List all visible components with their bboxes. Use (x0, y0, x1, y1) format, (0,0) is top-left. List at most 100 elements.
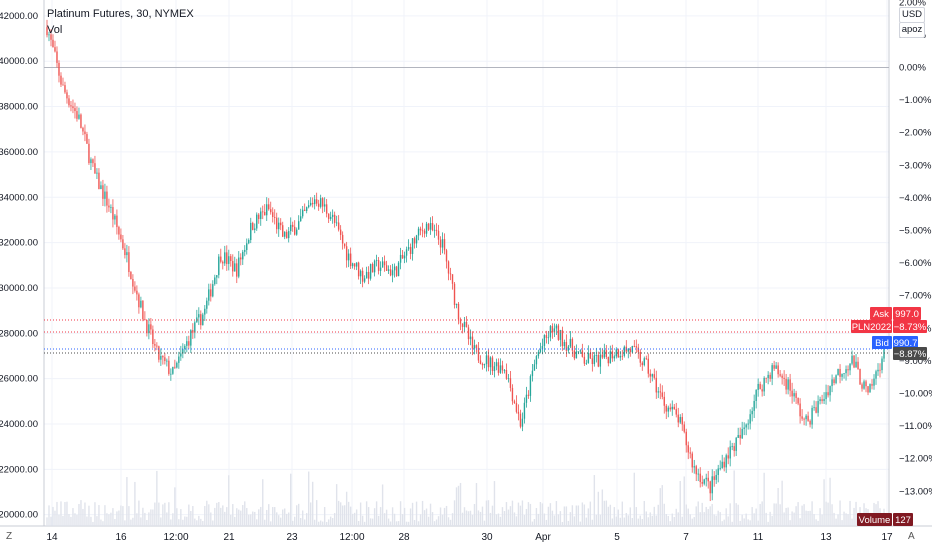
volume-bar (789, 520, 791, 526)
volume-bar (613, 507, 616, 526)
candle-body (254, 228, 256, 230)
candle-body (130, 272, 132, 280)
candle-body (118, 227, 120, 235)
volume-legend-label[interactable]: Vol (47, 24, 63, 36)
volume-bar (653, 506, 655, 526)
candle-body (60, 75, 62, 85)
volume-bar (188, 504, 190, 526)
candle-body (319, 198, 322, 207)
candle-body (393, 266, 396, 271)
volume-bar (823, 479, 825, 526)
candle-body (461, 323, 464, 327)
candle-body (268, 204, 270, 210)
volume-bar (645, 511, 647, 526)
candle-body (553, 328, 556, 333)
candle-body (184, 345, 186, 350)
volume-label-bg (857, 513, 892, 526)
candle-body (297, 221, 300, 230)
volume-bar (457, 485, 460, 526)
candle-body (767, 374, 769, 379)
volume-bar (411, 502, 414, 526)
candle-body (641, 362, 643, 366)
candle-body (475, 345, 478, 348)
volume-bar (98, 505, 100, 526)
candle-body (613, 356, 616, 359)
auto-scale-button[interactable]: A (908, 531, 915, 542)
volume-bar (819, 508, 821, 526)
volume-bar (593, 475, 596, 526)
volume-bar (252, 511, 254, 526)
candle-body (230, 256, 232, 262)
volume-bar (715, 515, 717, 526)
volume-bar (539, 501, 542, 526)
zoom-reset-button[interactable]: Z (6, 531, 13, 542)
volume-bar (703, 512, 705, 526)
volume-bar (465, 510, 468, 526)
percent-axis-label: −13.00% (899, 486, 932, 497)
time-axis-label: 12:00 (339, 532, 364, 543)
volume-bar (104, 505, 106, 526)
candle-body (603, 350, 606, 358)
candle-body (635, 346, 637, 348)
candle-body (509, 378, 512, 388)
volume-bar (178, 519, 180, 526)
volume-bar (513, 512, 516, 526)
volume-bar (657, 504, 659, 526)
candle-body (134, 286, 136, 291)
candle-body (697, 473, 699, 475)
volume-bar (553, 515, 556, 526)
volume-bar (563, 506, 566, 526)
candle-body (437, 230, 440, 240)
volume-bar (617, 509, 620, 526)
volume-bar (268, 504, 270, 526)
candle-body (667, 407, 669, 412)
candle-body (355, 262, 358, 267)
candle-body (681, 417, 683, 425)
percent-axis-label: −7.00% (899, 291, 932, 302)
candle-body (309, 202, 312, 206)
candle-body (423, 230, 426, 234)
candle-body (383, 261, 386, 266)
time-axis-label: Apr (535, 532, 551, 543)
candle-body (595, 354, 598, 356)
candle-body (236, 263, 238, 277)
volume-bar (288, 512, 290, 526)
candle-body (647, 358, 649, 374)
candle-body (529, 376, 532, 396)
candle-body (619, 355, 622, 358)
candle-body (589, 353, 592, 359)
candle-body (525, 394, 528, 403)
scale-mode-button[interactable]: apoz (899, 22, 925, 38)
volume-bar (335, 484, 338, 526)
currency-button[interactable]: USD (899, 7, 925, 23)
ask-label-bg (870, 307, 892, 320)
volume-bar (741, 514, 743, 526)
candle-body (737, 435, 739, 438)
candle-body (537, 351, 540, 357)
volume-bar (284, 508, 286, 526)
candle-body (144, 319, 146, 320)
last-change-tag: −8.87% (894, 349, 927, 360)
candle-body (633, 346, 635, 347)
symbol-title[interactable]: Platinum Futures, 30, NYMEX (47, 8, 194, 20)
candle-body (779, 374, 781, 376)
candle-body (849, 363, 851, 371)
volume-bar (845, 513, 847, 526)
volume-bar (581, 502, 584, 526)
candle-body (465, 321, 468, 328)
candle-body (335, 222, 338, 224)
volume-bar (685, 504, 687, 526)
candle-body (729, 446, 731, 459)
volume-bar (811, 501, 813, 526)
candle-body (160, 355, 162, 360)
volume-bar (154, 502, 156, 526)
candle-body (238, 257, 240, 277)
percent-axis-label: −2.00% (899, 128, 932, 139)
volume-bar (735, 503, 737, 526)
candle-body (367, 271, 370, 279)
candle-body (186, 341, 188, 346)
volume-bar (313, 519, 316, 526)
candle-body (669, 407, 671, 410)
candle-body (226, 252, 228, 264)
